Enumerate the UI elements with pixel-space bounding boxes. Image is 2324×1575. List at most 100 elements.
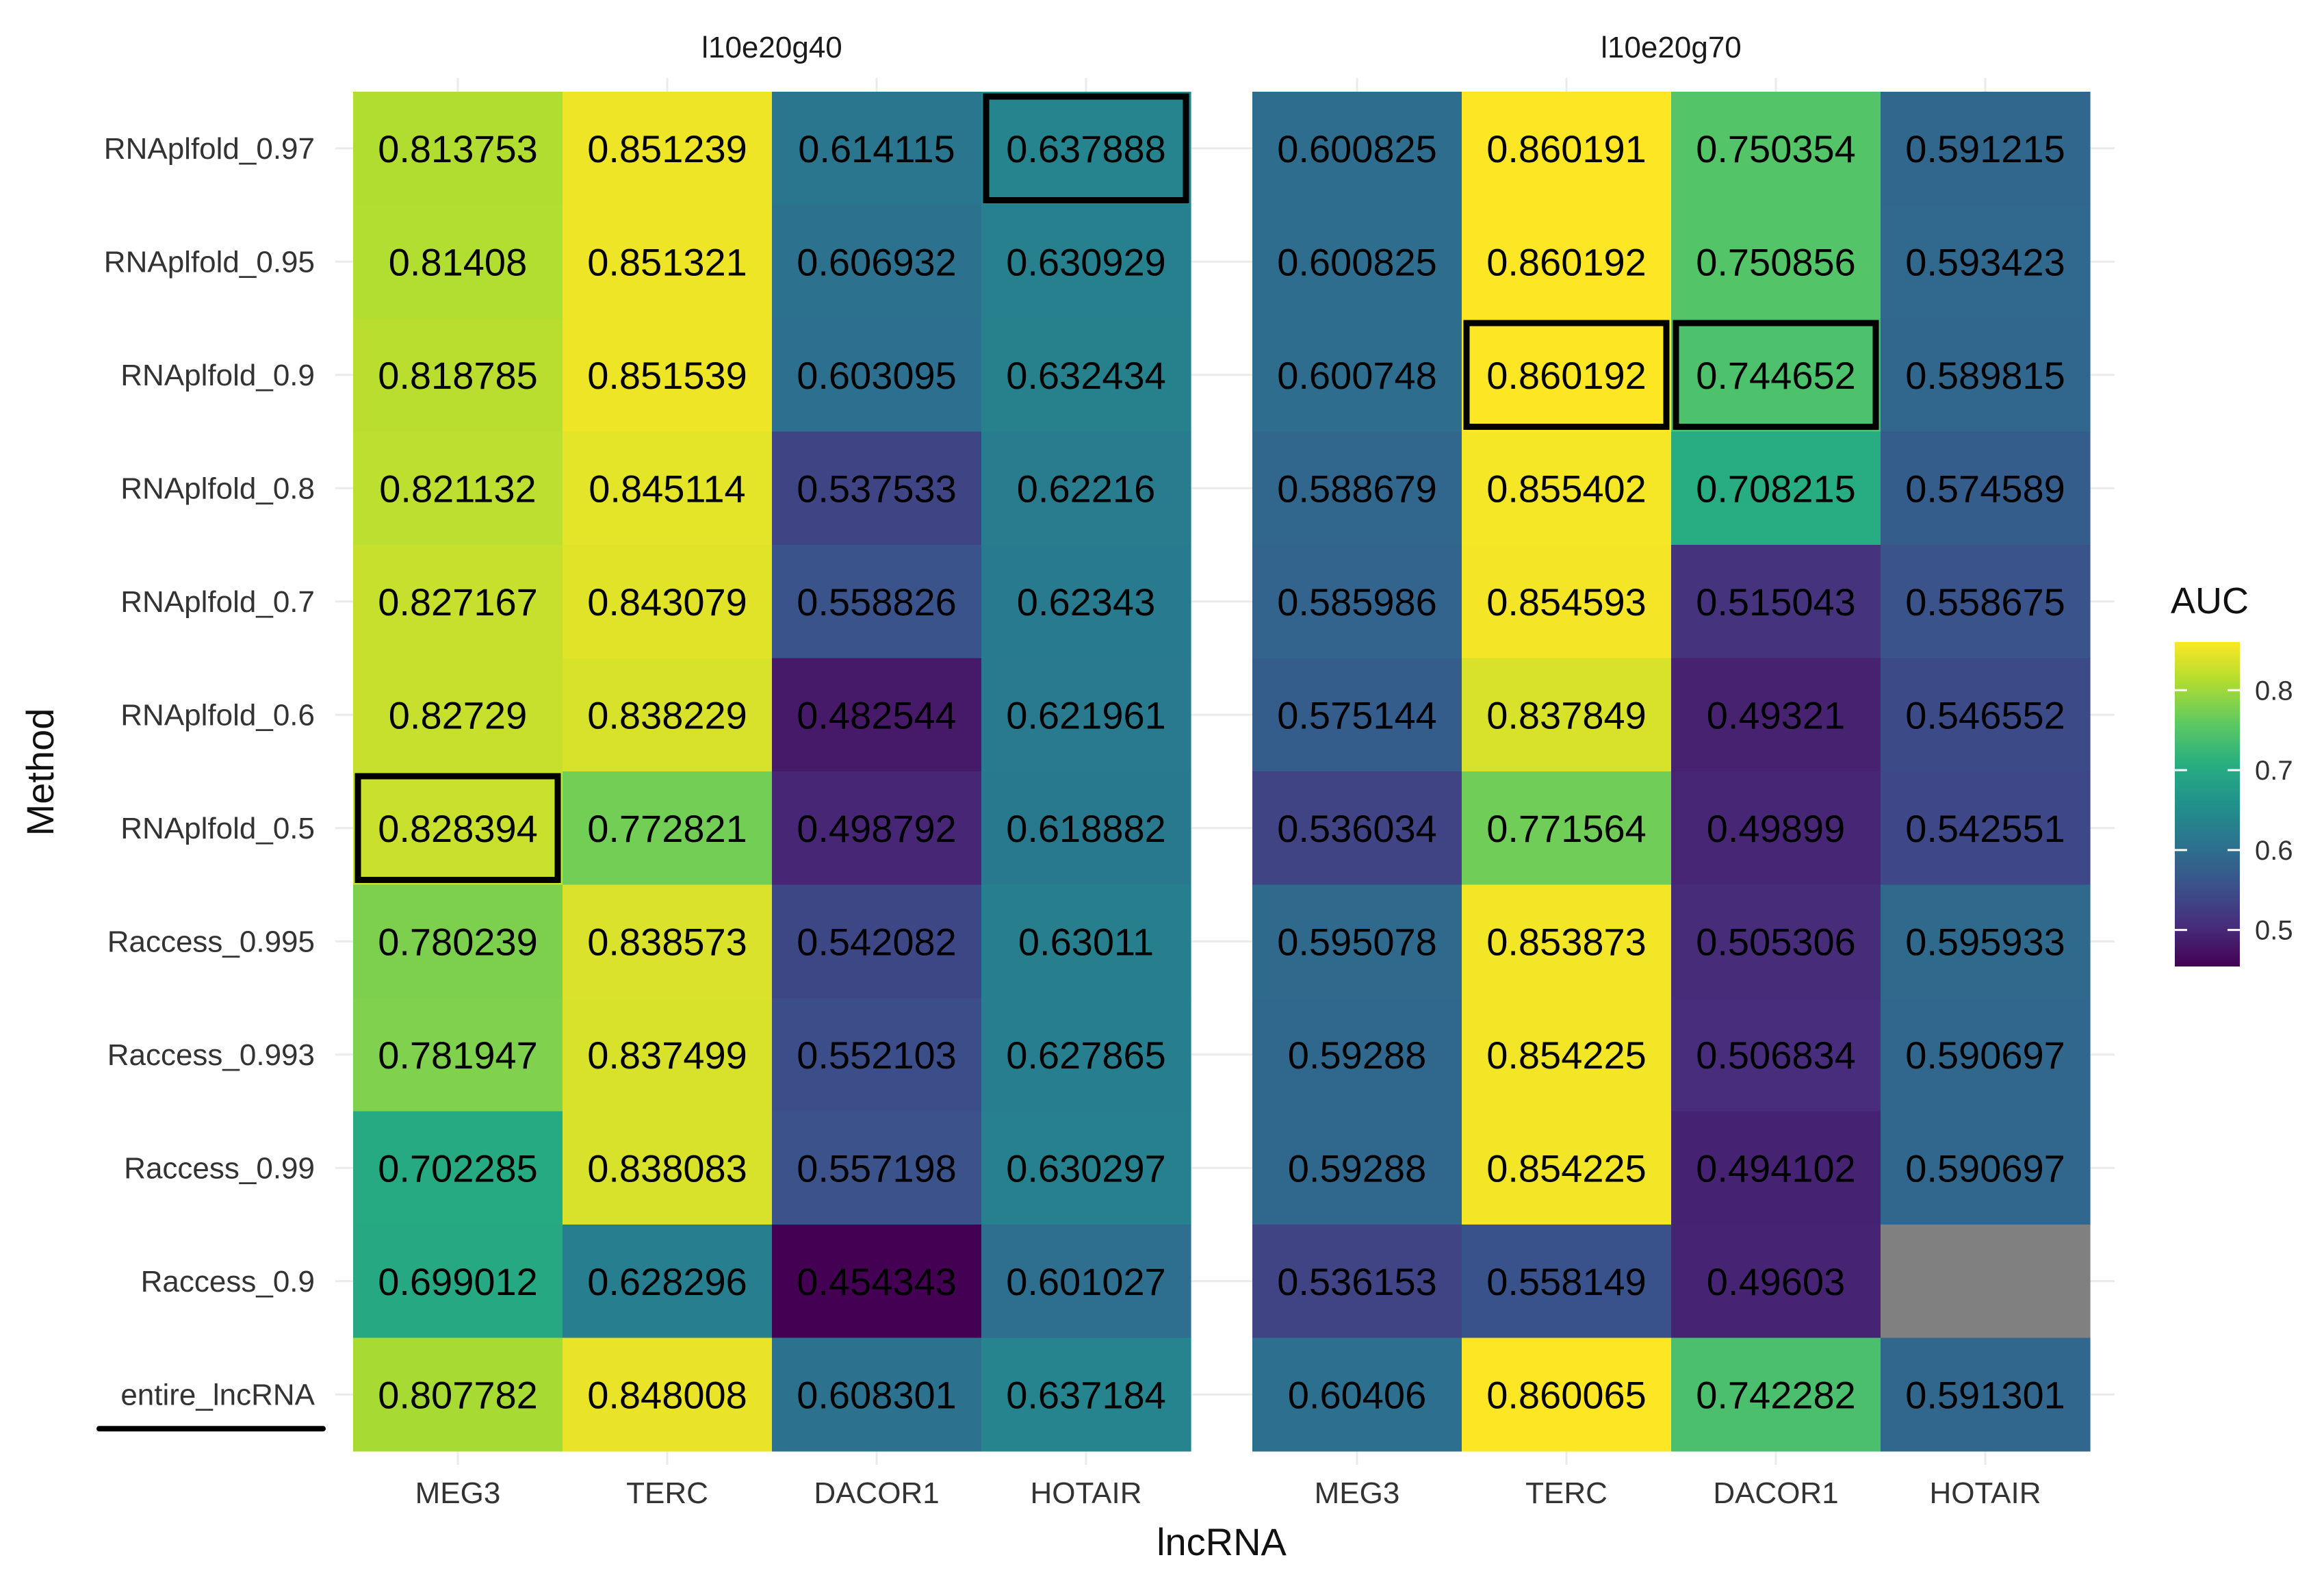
heatmap-cell — [353, 92, 563, 206]
cell-value-label: 0.600825 — [1277, 240, 1437, 283]
facet-title: l10e20g70 — [1601, 31, 1742, 64]
heatmap-cell — [772, 431, 982, 546]
cell-value-label: 0.750354 — [1696, 127, 1856, 170]
heatmap-cell — [563, 1337, 773, 1452]
cell-value-label: 0.81408 — [389, 240, 527, 283]
heatmap-cell — [1881, 92, 2091, 206]
heatmap-cell — [563, 318, 773, 433]
heatmap-cell — [1252, 998, 1462, 1112]
method-tick-label: RNAplfold_0.5 — [120, 812, 315, 845]
cell-value-label: 0.854225 — [1486, 1034, 1647, 1077]
cell-value-label: 0.595078 — [1277, 920, 1437, 963]
highlight-box — [354, 773, 561, 883]
heatmap-cell — [1671, 545, 1881, 659]
heatmap-cell — [1252, 92, 1462, 206]
heatmap-cell — [1462, 1225, 1672, 1339]
heatmap-cell — [772, 658, 982, 772]
cell-value-label: 0.542551 — [1905, 807, 2065, 850]
cell-value-label: 0.827167 — [378, 580, 538, 624]
cell-value-label: 0.855402 — [1486, 467, 1647, 510]
lncrna-tick-label: TERC — [1525, 1476, 1608, 1510]
cell-value-label: 0.708215 — [1696, 467, 1856, 510]
heatmap-cell — [563, 771, 773, 886]
heatmap-cell — [1462, 92, 1672, 206]
heatmap-cell — [981, 318, 1191, 433]
heatmap-cell — [1252, 1111, 1462, 1225]
heatmap-cell — [563, 1225, 773, 1339]
cell-value-label: 0.630297 — [1006, 1147, 1166, 1190]
cell-value-label: 0.546552 — [1905, 693, 2065, 737]
cell-value-label: 0.558675 — [1905, 580, 2065, 624]
cell-value-label: 0.838083 — [587, 1147, 747, 1190]
heatmap-cell — [981, 431, 1191, 546]
cell-value-label: 0.837499 — [587, 1034, 747, 1077]
cell-value-label: 0.585986 — [1277, 580, 1437, 624]
cell-value-label: 0.742282 — [1696, 1373, 1856, 1416]
cell-value-label: 0.59288 — [1288, 1034, 1426, 1077]
method-tick-label: Raccess_0.995 — [107, 925, 315, 958]
heatmap-cell — [772, 205, 982, 319]
lncrna-tick-label: MEG3 — [1315, 1476, 1400, 1510]
heatmap-cell — [981, 771, 1191, 886]
x-axis-title: lncRNA — [1157, 1520, 1287, 1563]
method-tick-label: RNAplfold_0.97 — [104, 132, 315, 166]
cell-value-label: 0.818785 — [378, 354, 538, 397]
cell-value-label: 0.59288 — [1288, 1147, 1426, 1190]
cell-value-label: 0.853873 — [1486, 920, 1647, 963]
heatmap-cell — [1671, 1111, 1881, 1225]
cell-value-label: 0.851539 — [587, 354, 747, 397]
cell-value-label: 0.851239 — [587, 127, 747, 170]
lncrna-tick-label: DACOR1 — [814, 1476, 939, 1510]
heatmap-cell — [1462, 318, 1672, 433]
legend-tick-label: 0.7 — [2255, 756, 2293, 786]
heatmap-cell — [353, 1337, 563, 1452]
heatmap-cell — [981, 998, 1191, 1112]
cell-value-label: 0.591301 — [1905, 1373, 2065, 1416]
heatmap-cell — [772, 1337, 982, 1452]
legend-tick-label: 0.6 — [2255, 836, 2293, 866]
method-tick-label: RNAplfold_0.9 — [120, 359, 315, 392]
cell-value-label: 0.506834 — [1696, 1034, 1856, 1077]
cell-value-label: 0.482544 — [797, 693, 957, 737]
heatmap-cell — [772, 318, 982, 433]
cell-value-label: 0.627865 — [1006, 1034, 1166, 1077]
cell-value-label: 0.515043 — [1696, 580, 1856, 624]
cell-value-label: 0.854225 — [1486, 1147, 1647, 1190]
cell-value-label: 0.601027 — [1006, 1260, 1166, 1303]
cell-value-label: 0.49321 — [1707, 693, 1845, 737]
cell-value-label: 0.454343 — [797, 1260, 957, 1303]
legend-tick-label: 0.8 — [2255, 676, 2293, 706]
heatmap-cell — [1881, 545, 2091, 659]
cell-value-label: 0.60406 — [1288, 1373, 1426, 1416]
cell-value-label: 0.854593 — [1486, 580, 1647, 624]
heatmap-cell — [1881, 884, 2091, 999]
cell-value-label: 0.536153 — [1277, 1260, 1437, 1303]
heatmap-cell — [563, 431, 773, 546]
cell-value-label: 0.621961 — [1006, 693, 1166, 737]
heatmap-cell — [772, 884, 982, 999]
heatmap-cell — [1881, 431, 2091, 546]
heatmap-cell — [1252, 205, 1462, 319]
cell-value-label: 0.498792 — [797, 807, 957, 850]
heatmap-cell — [1462, 1337, 1672, 1452]
cell-value-label: 0.772821 — [587, 807, 747, 850]
cell-value-label: 0.838573 — [587, 920, 747, 963]
method-tick-label: Raccess_0.993 — [107, 1038, 315, 1072]
cell-value-label: 0.558826 — [797, 580, 957, 624]
heatmap-cell — [353, 771, 563, 886]
heatmap-cell — [353, 1111, 563, 1225]
heatmap-cell — [1671, 658, 1881, 772]
heatmap-cell — [1671, 431, 1881, 546]
cell-value-label: 0.860191 — [1486, 127, 1647, 170]
cell-value-label: 0.494102 — [1696, 1147, 1856, 1190]
heatmap-cell — [981, 1111, 1191, 1225]
cell-value-label: 0.781947 — [378, 1034, 538, 1077]
cell-value-label: 0.606932 — [797, 240, 957, 283]
heatmap-cell — [1252, 545, 1462, 659]
cell-value-label: 0.821132 — [379, 467, 536, 510]
heatmap-cell — [1462, 1111, 1672, 1225]
cell-value-label: 0.590697 — [1905, 1034, 2065, 1077]
cell-value-label: 0.574589 — [1905, 467, 2065, 510]
